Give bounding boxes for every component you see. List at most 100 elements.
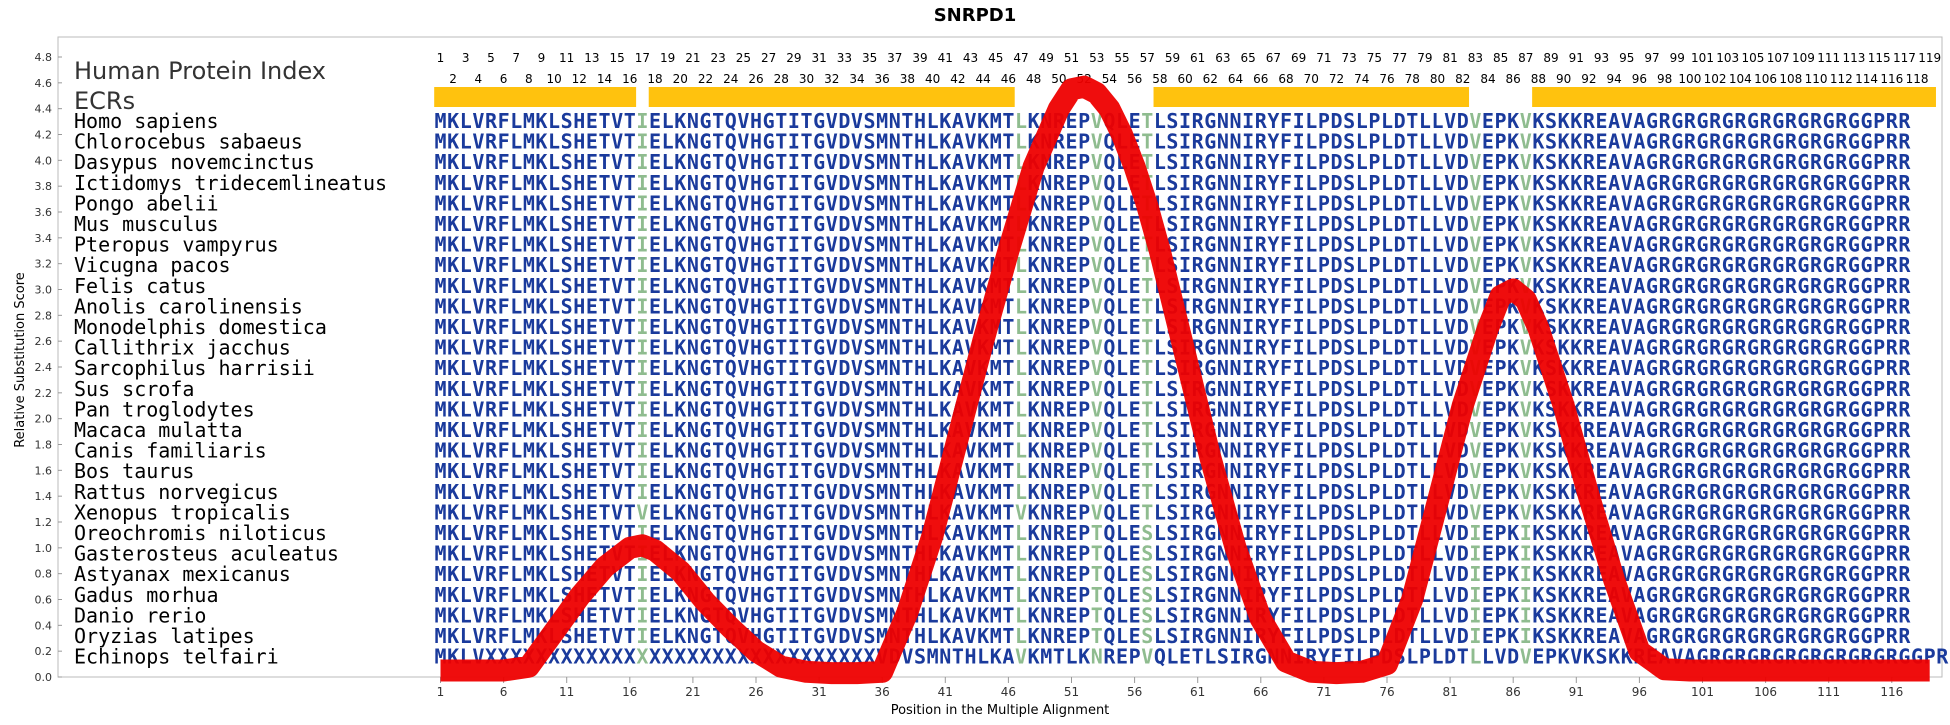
residue: K [1507, 336, 1519, 360]
residue: L [460, 439, 472, 463]
residue: I [636, 480, 648, 504]
residue: T [712, 233, 724, 257]
residue: V [851, 336, 863, 360]
residue: I [1293, 336, 1305, 360]
residue: K [535, 397, 547, 421]
residue: E [1065, 315, 1077, 339]
residue: L [510, 150, 522, 174]
residue: D [1457, 459, 1469, 483]
residue: P [1368, 212, 1380, 236]
residue: S [561, 480, 573, 504]
residue: L [662, 150, 674, 174]
residue: R [1886, 150, 1899, 174]
residue: T [1002, 397, 1014, 421]
residue: N [1230, 315, 1242, 339]
residue: V [1091, 191, 1103, 215]
sequence-row: MKLVRFLMKLSHETVTIELKNGTQVHGTITGVDVSMNTHL… [434, 109, 1911, 133]
residue: I [1293, 130, 1305, 154]
residue: R [1734, 191, 1747, 215]
residue: V [1091, 171, 1103, 195]
residue: M [523, 171, 535, 195]
species-label: Oryzias latipes [74, 624, 255, 648]
residue: I [636, 459, 648, 483]
residue: L [460, 274, 472, 298]
residue: T [1141, 356, 1153, 380]
residue: K [1507, 377, 1519, 401]
residue: M [434, 356, 446, 380]
residue: K [977, 253, 989, 277]
residue: R [1810, 191, 1823, 215]
residue: K [1532, 150, 1544, 174]
residue: G [1772, 274, 1784, 298]
position-label: 107 [1767, 51, 1790, 65]
residue: A [1608, 315, 1620, 339]
residue: K [674, 171, 686, 195]
residue: K [1570, 109, 1582, 133]
residue: V [1469, 418, 1481, 442]
residue: T [775, 233, 787, 257]
residue: N [889, 377, 901, 401]
residue: V [965, 130, 977, 154]
residue: R [1936, 645, 1949, 669]
residue: L [927, 439, 939, 463]
residue: V [1091, 377, 1103, 401]
residue: N [687, 171, 699, 195]
residue: N [1230, 418, 1242, 442]
residue: G [1747, 233, 1759, 257]
residue: G [1747, 212, 1759, 236]
residue: R [1734, 130, 1747, 154]
residue: S [864, 191, 876, 215]
residue: V [965, 459, 977, 483]
residue: S [864, 253, 876, 277]
residue: L [1356, 397, 1368, 421]
residue: R [1684, 418, 1697, 442]
residue: T [712, 336, 724, 360]
residue: N [889, 130, 901, 154]
residue: L [1015, 418, 1027, 442]
residue: K [1532, 418, 1544, 442]
residue: R [1898, 253, 1911, 277]
residue: G [1823, 459, 1835, 483]
residue: L [1154, 336, 1166, 360]
residue: M [876, 397, 888, 421]
residue: L [1356, 439, 1368, 463]
residue: P [1368, 233, 1380, 257]
residue: R [1255, 315, 1268, 339]
residue: V [851, 397, 863, 421]
residue: A [1608, 233, 1620, 257]
residue: I [1242, 418, 1254, 442]
residue: M [876, 377, 888, 401]
residue: V [1469, 439, 1481, 463]
residue: I [1242, 171, 1254, 195]
position-label: 20 [673, 72, 688, 86]
residue: T [1002, 315, 1014, 339]
position-label: 40 [925, 72, 940, 86]
residue: R [1709, 212, 1722, 236]
residue: S [1343, 274, 1355, 298]
residue: A [1608, 459, 1620, 483]
residue: N [889, 253, 901, 277]
residue: D [838, 171, 850, 195]
residue: L [927, 150, 939, 174]
residue: T [901, 377, 913, 401]
residue: I [1242, 109, 1254, 133]
residue: V [1469, 233, 1481, 257]
residue: F [1280, 191, 1292, 215]
residue: L [460, 212, 472, 236]
residue: M [434, 233, 446, 257]
residue: Q [1103, 459, 1115, 483]
residue: I [1242, 233, 1254, 257]
residue: G [1797, 397, 1809, 421]
residue: N [889, 191, 901, 215]
residue: S [864, 233, 876, 257]
residue: R [1192, 150, 1205, 174]
residue: E [586, 191, 598, 215]
position-label: 105 [1742, 51, 1765, 65]
position-label: 91 [1569, 51, 1584, 65]
residue: L [548, 377, 560, 401]
residue: R [1684, 212, 1697, 236]
residue: Q [1103, 253, 1115, 277]
residue: V [611, 150, 623, 174]
residue: K [1532, 191, 1544, 215]
y-tick-label: 4.6 [35, 77, 53, 90]
